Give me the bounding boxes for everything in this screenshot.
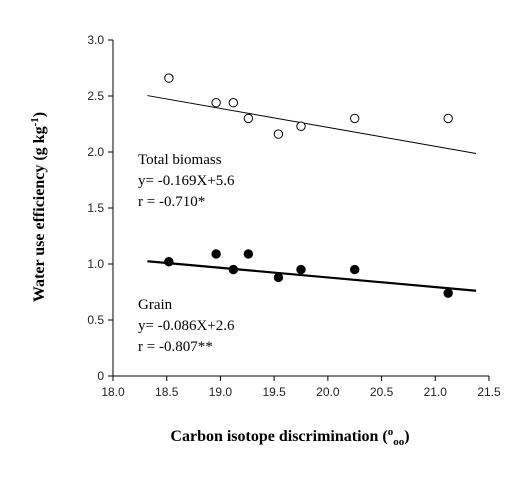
- annotation-line: Grain: [138, 297, 173, 313]
- y-tick-label: 0: [97, 369, 104, 383]
- plot-area: 18.0 18.5 19.0 19.5 20.0 20.5 21.0 21.5 0 0.5 1.0…: [87, 33, 501, 399]
- annotation-line: r = -0.710*: [138, 194, 205, 210]
- x-tick-label: 18.5: [155, 385, 179, 399]
- data-point-total-biomass: [350, 113, 360, 124]
- data-point-total-biomass: [243, 113, 254, 124]
- x-tick-label: 21.5: [477, 385, 501, 399]
- data-point-total-biomass: [443, 113, 453, 124]
- data-point-total-biomass: [296, 121, 306, 131]
- y-tick-label: 2.5: [87, 89, 104, 103]
- data-point-total-biomass: [164, 73, 174, 83]
- y-axis-title: Water use efficiency (g kg-1): [29, 112, 48, 302]
- annotation-line: y= -0.169X+5.6: [138, 173, 235, 189]
- data-point-grain: [211, 249, 221, 259]
- y-tick-label: 1.5: [87, 201, 104, 215]
- annotation-line: r = -0.807**: [138, 339, 213, 355]
- data-point-grain: [296, 264, 306, 275]
- x-axis-ticks: 18.0 18.5 19.0 19.5 20.0 20.5 21.0 21.5: [101, 376, 501, 399]
- y-axis-ticks: 0 0.5 1.0 1.5 2.0 2.5 3.0: [87, 33, 113, 383]
- x-tick-label: 19.5: [262, 385, 286, 399]
- y-tick-label: 2.0: [87, 145, 104, 159]
- x-tick-label: 20.0: [316, 385, 340, 399]
- data-points: [164, 73, 453, 298]
- x-axis-title: Carbon isotope discrimination (ooo): [170, 426, 409, 448]
- regression-line-total-biomass: [147, 95, 477, 154]
- data-point-grain: [350, 264, 360, 275]
- y-tick-label: 0.5: [87, 313, 104, 327]
- data-point-grain: [273, 272, 284, 283]
- annotations: Total biomass y= -0.169X+5.6 r = -0.710* Gr…: [138, 152, 235, 355]
- data-point-grain: [443, 288, 453, 298]
- y-tick-label: 3.0: [87, 33, 104, 47]
- y-tick-label: 1.0: [87, 257, 104, 271]
- regression-lines: [147, 95, 477, 292]
- data-point-total-biomass: [273, 129, 284, 139]
- x-tick-label: 19.0: [209, 385, 233, 399]
- data-point-grain: [228, 264, 239, 275]
- data-point-total-biomass: [228, 98, 239, 108]
- x-tick-label: 20.5: [370, 385, 394, 399]
- annotation-line: Total biomass: [138, 152, 222, 168]
- regression-line-grain: [147, 260, 477, 292]
- annotation-line: y= -0.086X+2.6: [138, 318, 235, 334]
- x-tick-label: 21.0: [424, 385, 448, 399]
- data-point-grain: [243, 249, 254, 259]
- x-tick-label: 18.0: [101, 385, 125, 399]
- data-point-total-biomass: [211, 98, 221, 108]
- data-point-grain: [164, 257, 174, 267]
